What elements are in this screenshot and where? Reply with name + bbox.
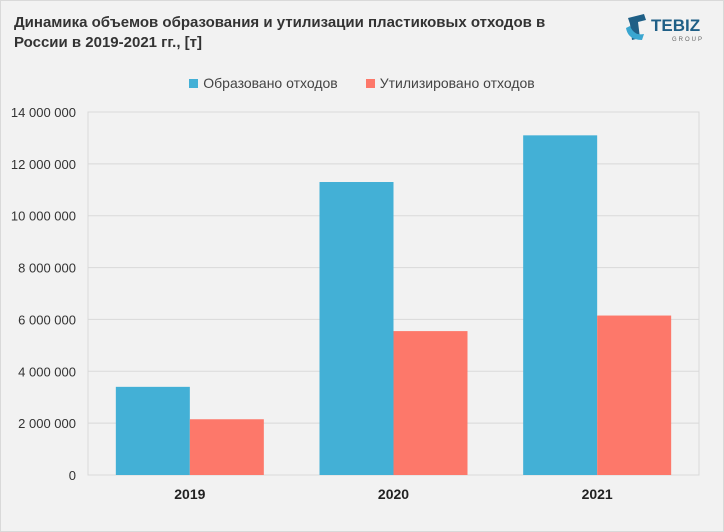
x-tick-label: 2021 xyxy=(582,486,613,502)
y-tick-label: 0 xyxy=(69,468,76,483)
y-tick-label: 8 000 000 xyxy=(18,261,76,276)
y-tick-label: 4 000 000 xyxy=(18,364,76,379)
logo-text: TEBIZ xyxy=(651,16,700,35)
x-tick-label: 2020 xyxy=(378,486,409,502)
bar-utilized xyxy=(393,331,468,475)
bar-generated xyxy=(115,386,190,475)
legend-item-generated: Образовано отходов xyxy=(189,74,338,92)
bar-utilized xyxy=(189,419,264,475)
logo-subtext: GROUP xyxy=(672,37,704,43)
y-tick-label: 14 000 000 xyxy=(11,105,76,120)
legend-item-utilized: Утилизировано отходов xyxy=(365,74,535,92)
chart-title: Динамика объемов образования и утилизаци… xyxy=(14,14,546,51)
bar-generated xyxy=(319,182,394,475)
x-tick-label: 2019 xyxy=(174,486,205,502)
y-tick-label: 2 000 000 xyxy=(18,416,76,431)
y-tick-label: 10 000 000 xyxy=(11,209,76,224)
bar-generated xyxy=(523,135,598,476)
legend-swatch-generated xyxy=(189,78,199,88)
y-tick-label: 12 000 000 xyxy=(11,157,76,172)
legend-label-utilized: Утилизировано отходов xyxy=(379,75,535,91)
bar-utilized xyxy=(597,315,672,475)
tebiz-logo: TEBIZ GROUP xyxy=(626,14,704,43)
legend-swatch-utilized xyxy=(365,78,375,88)
legend: Образовано отходов Утилизировано отходов xyxy=(0,74,724,92)
y-tick-label: 6 000 000 xyxy=(18,312,76,327)
legend-label-generated: Образовано отходов xyxy=(203,75,338,91)
